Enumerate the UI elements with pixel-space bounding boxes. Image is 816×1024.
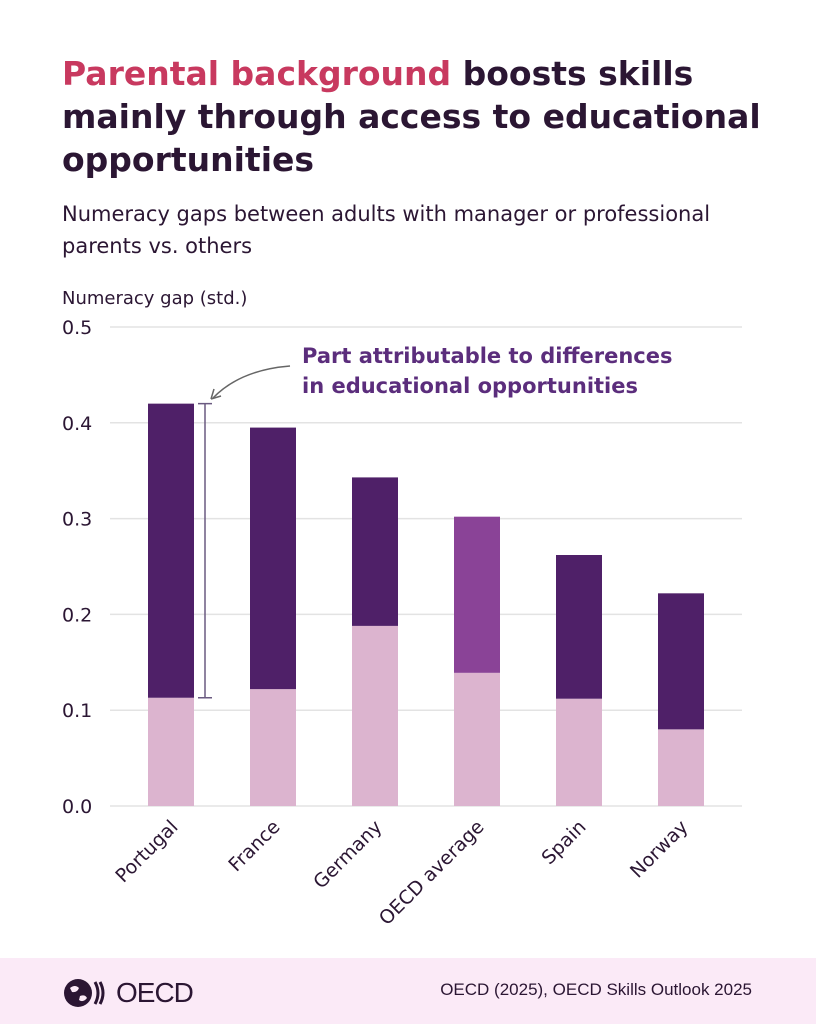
x-tick-label: France bbox=[224, 816, 284, 876]
bar-lower-5 bbox=[658, 729, 704, 806]
annotation-text: in educational opportunities bbox=[302, 374, 638, 398]
bar-upper-5 bbox=[658, 593, 704, 730]
x-tick-label: OECD average bbox=[375, 816, 489, 930]
bar-upper-2 bbox=[352, 477, 398, 626]
y-tick-label: 0.3 bbox=[62, 509, 92, 531]
bar-lower-1 bbox=[250, 689, 296, 806]
y-axis-label: Numeracy gap (std.) bbox=[62, 288, 248, 309]
y-tick-label: 0.5 bbox=[62, 317, 92, 339]
x-tick-label: Norway bbox=[626, 816, 693, 883]
oecd-logo-text: OECD bbox=[116, 977, 194, 1008]
bar-upper-0 bbox=[148, 403, 194, 698]
y-tick-label: 0.1 bbox=[62, 700, 92, 722]
annotation-text: Part attributable to differences bbox=[302, 344, 672, 368]
bar-lower-2 bbox=[352, 625, 398, 806]
source-text: OECD (2025), OECD Skills Outlook 2025 bbox=[440, 980, 752, 999]
annotation-arrow bbox=[212, 365, 291, 399]
bar-upper-3 bbox=[454, 516, 500, 673]
footer: OECD OECD (2025), OECD Skills Outlook 20… bbox=[0, 958, 816, 1024]
chart: 0.0 0.1 0.2 0.3 0.4 0.5 Portugal France GermanyO… bbox=[62, 317, 742, 930]
chart-title: Parental background boosts skills mainly… bbox=[62, 52, 762, 181]
y-tick-label: 0.0 bbox=[62, 796, 92, 818]
oecd-globe-icon bbox=[64, 979, 105, 1007]
x-tick-label: Portugal bbox=[111, 816, 182, 887]
chart-subtitle: Numeracy gaps between adults with manage… bbox=[62, 202, 711, 258]
x-tick-label: Germany bbox=[309, 816, 386, 893]
bar-lower-3 bbox=[454, 672, 500, 806]
arrow-head-icon bbox=[210, 388, 222, 400]
title-rest: boosts skills mainly through access to e… bbox=[62, 54, 761, 179]
oecd-logo: OECD bbox=[62, 976, 194, 1010]
bar-upper-4 bbox=[556, 555, 602, 699]
bar-lower-4 bbox=[556, 698, 602, 806]
bar-upper-1 bbox=[250, 427, 296, 690]
y-tick-label: 0.4 bbox=[62, 413, 92, 435]
title-highlight: Parental background bbox=[62, 54, 452, 93]
x-tick-label: Spain bbox=[537, 816, 590, 869]
y-tick-label: 0.2 bbox=[62, 604, 92, 626]
bar-lower-0 bbox=[148, 697, 194, 806]
